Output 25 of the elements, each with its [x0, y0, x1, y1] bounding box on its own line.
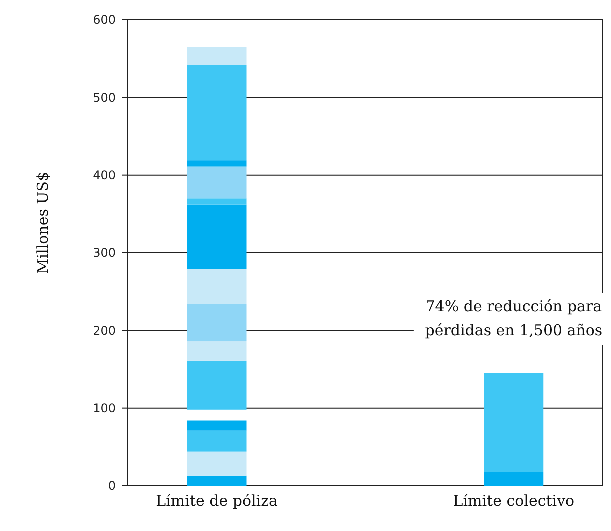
- annotation: 74% de reducción para pérdidas en 1,500 años: [425, 297, 603, 340]
- x-tick-label: Límite colectivo: [453, 492, 575, 510]
- y-tick-label: 400: [93, 168, 116, 183]
- bar: [187, 342, 247, 361]
- bar: [187, 420, 247, 431]
- y-tick-label: 0: [108, 479, 116, 494]
- x-tick-label: Límite de póliza: [156, 492, 278, 510]
- bar: [187, 47, 247, 66]
- bar: [187, 360, 247, 410]
- bar: [484, 472, 544, 486]
- y-tick-label: 100: [93, 402, 116, 416]
- bar: [187, 476, 247, 486]
- bar: [187, 166, 247, 199]
- y-tick-label: 300: [93, 246, 116, 260]
- bar: [187, 160, 247, 167]
- y-axis-title: Millones US$: [34, 172, 52, 274]
- bar: [187, 198, 247, 205]
- bar: [187, 269, 247, 304]
- y-tick-label: 200: [93, 324, 116, 338]
- bar: [187, 430, 247, 452]
- bar: [187, 204, 247, 270]
- y-tick-label: 600: [93, 13, 116, 28]
- bar: [187, 65, 247, 161]
- bar: [187, 304, 247, 342]
- y-tick-label: 500: [93, 90, 116, 105]
